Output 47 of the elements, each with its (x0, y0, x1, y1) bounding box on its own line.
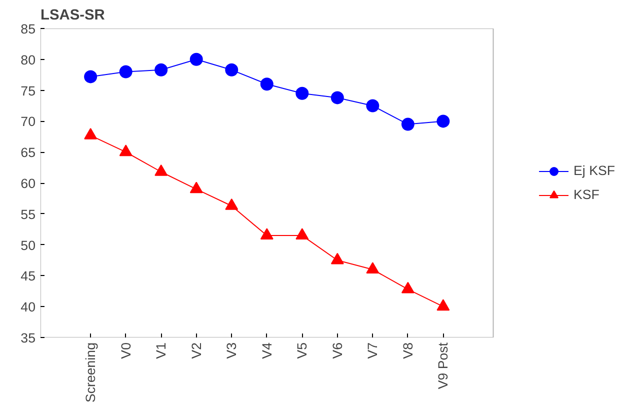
x-tick-label: V9 Post (436, 342, 451, 390)
point (260, 228, 274, 240)
y-tick-label: 75 (20, 83, 36, 98)
point (84, 128, 98, 140)
x-tick-label: V7 (365, 342, 380, 359)
x-tick-label: V5 (294, 342, 310, 359)
x-tick-label: V8 (400, 342, 416, 359)
x-tick-label: V4 (259, 342, 274, 359)
x-tick-label: V0 (118, 342, 134, 359)
legend-label: KSF (574, 187, 600, 202)
point (225, 63, 238, 76)
point (401, 282, 414, 294)
point (190, 182, 203, 194)
point (119, 144, 132, 156)
point (296, 86, 309, 100)
point (260, 78, 274, 91)
point (154, 63, 168, 76)
point (436, 299, 450, 311)
x-tick-label: Screening (83, 342, 98, 403)
point (401, 118, 414, 131)
point (330, 91, 344, 104)
x-tick-label: V1 (154, 342, 169, 359)
x-tick-label: V6 (330, 342, 345, 359)
point (330, 252, 344, 264)
y-tick-label: 40 (20, 300, 36, 315)
y-tick-label: 65 (20, 145, 36, 160)
y-tick-label: 55 (20, 206, 36, 222)
chart-title: LSAS-SR (40, 8, 106, 24)
y-tick-label: 60 (20, 176, 36, 191)
point (190, 52, 203, 66)
point (84, 70, 98, 84)
point (296, 228, 309, 240)
y-tick-label: 80 (20, 52, 36, 68)
y-tick-label: 85 (20, 22, 36, 36)
legend-label: Ej KSF (574, 163, 615, 178)
y-tick-label: 50 (20, 238, 36, 253)
y-tick-label: 45 (20, 268, 36, 284)
point (366, 262, 380, 274)
point (154, 164, 168, 176)
point (225, 198, 238, 210)
point (119, 65, 132, 78)
y-tick-label: 35 (20, 330, 36, 346)
x-tick-label: V2 (188, 342, 204, 359)
point (436, 114, 450, 128)
y-tick-label: 70 (20, 114, 36, 130)
x-tick-label: V3 (224, 342, 240, 359)
point (366, 99, 380, 112)
